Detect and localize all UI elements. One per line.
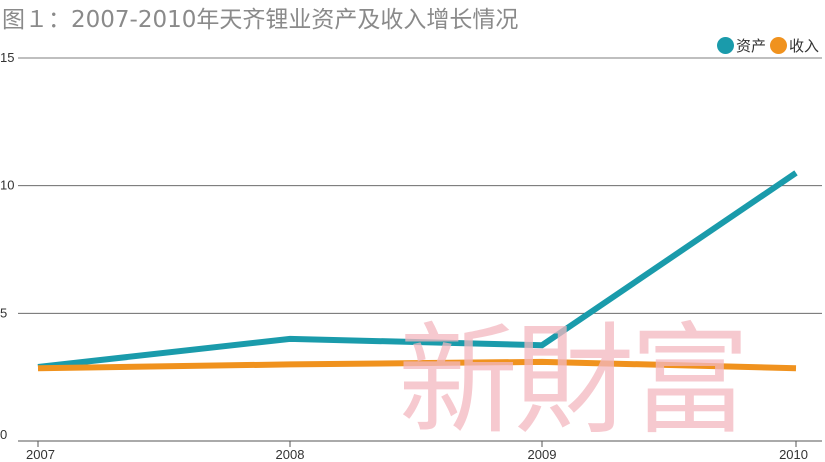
y-tick-label: 5: [0, 305, 7, 320]
y-tick-label: 0: [0, 427, 7, 442]
legend: 资产 收入: [713, 35, 819, 56]
legend-dot-revenue: [769, 37, 787, 54]
watermark-logo: 新財富: [398, 312, 750, 451]
x-tick-label: 2010: [779, 447, 808, 462]
y-tick-label: 15: [0, 50, 14, 65]
legend-label-revenue: 收入: [788, 37, 819, 55]
legend-dot-assets: [716, 37, 734, 54]
x-tick-label: 2008: [276, 447, 305, 462]
legend-item-assets: 资产: [716, 35, 766, 56]
y-tick-label: 10: [0, 178, 14, 193]
legend-label-assets: 资产: [735, 37, 766, 55]
series-line-assets: [37, 170, 798, 370]
x-tick-label: 2007: [26, 447, 55, 462]
x-tick-label: 2009: [528, 447, 557, 462]
chart-title: 图１：2007-2010年天齐锂业资产及收入增长情况: [2, 7, 519, 33]
legend-item-revenue: 收入: [769, 35, 819, 56]
series-line-revenue: [37, 358, 797, 372]
